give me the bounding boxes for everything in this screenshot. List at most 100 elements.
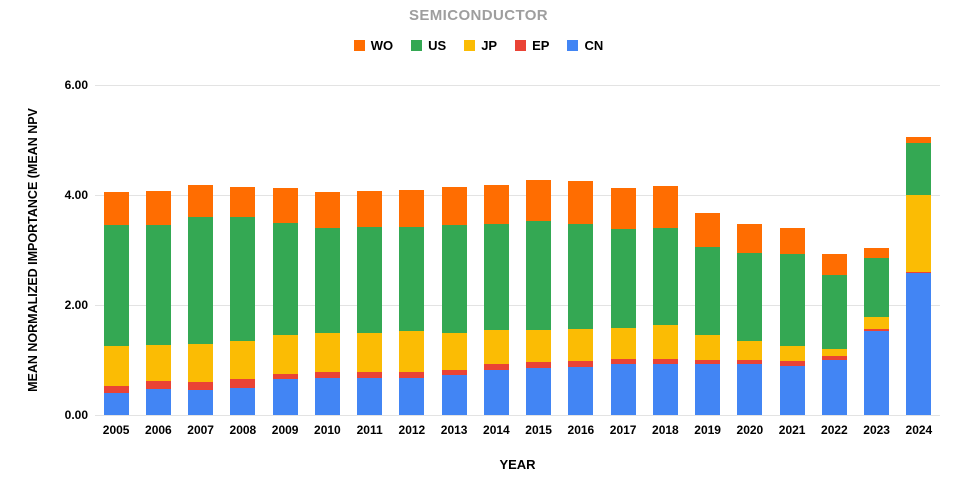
x-tick-2020: 2020 xyxy=(736,423,764,437)
legend-label-wo: WO xyxy=(370,38,394,53)
bar-segment-cn-2017 xyxy=(610,364,636,415)
bar-segment-cn-2014 xyxy=(483,369,509,415)
bar-group-2017 xyxy=(602,85,644,415)
x-tick-2015: 2015 xyxy=(525,423,552,437)
bar-segment-us-2018 xyxy=(652,228,678,325)
legend-item-wo: WO xyxy=(353,38,394,53)
bar-segment-ep-2006 xyxy=(145,380,171,389)
bar-segment-wo-2006 xyxy=(145,191,171,226)
bar-segment-cn-2019 xyxy=(695,364,721,415)
x-tick-2008: 2008 xyxy=(229,423,257,437)
legend-swatch-us-icon xyxy=(411,40,423,51)
bar-segment-cn-2012 xyxy=(399,377,425,415)
x-tick-2011: 2011 xyxy=(356,423,383,437)
bar-segment-jp-2020 xyxy=(737,340,763,361)
x-tick-2009: 2009 xyxy=(271,423,299,437)
bar-segment-cn-2022 xyxy=(821,360,847,415)
bar-group-2024 xyxy=(898,85,940,415)
bar-segment-ep-2021 xyxy=(779,361,805,366)
legend-item-ep: EP xyxy=(515,38,549,53)
x-tick-2006: 2006 xyxy=(145,423,172,437)
bar-segment-wo-2024 xyxy=(906,137,932,143)
x-tick-2007: 2007 xyxy=(187,423,214,437)
legend-item-cn: CN xyxy=(567,38,603,53)
bar-segment-us-2023 xyxy=(864,258,890,317)
bar-2024 xyxy=(906,137,932,415)
bar-segment-us-2019 xyxy=(695,247,721,336)
y-axis-ticks: 0.00 2.00 4.00 6.00 xyxy=(38,78,88,422)
gridline-0.00 xyxy=(95,415,940,416)
bar-segment-cn-2020 xyxy=(737,364,763,415)
bar-segment-us-2022 xyxy=(821,274,847,350)
legend-label-jp: JP xyxy=(481,38,498,53)
bar-segment-ep-2011 xyxy=(357,372,383,378)
bar-segment-us-2020 xyxy=(737,252,763,341)
bar-segment-us-2010 xyxy=(314,228,340,333)
chart-title: SEMICONDUCTOR xyxy=(408,7,549,24)
bar-segment-wo-2010 xyxy=(314,192,340,229)
bar-segment-ep-2016 xyxy=(568,361,594,367)
bar-2008 xyxy=(230,186,256,415)
bar-segment-wo-2016 xyxy=(568,181,594,224)
bar-segment-jp-2005 xyxy=(103,346,129,387)
bar-2009 xyxy=(272,188,298,415)
bar-2010 xyxy=(314,192,340,415)
bar-2014 xyxy=(483,185,509,415)
bar-segment-us-2009 xyxy=(272,222,298,336)
bar-segment-wo-2012 xyxy=(399,189,425,227)
bar-2022 xyxy=(821,254,847,415)
bar-segment-jp-2013 xyxy=(441,332,467,370)
x-tick-2017: 2017 xyxy=(609,423,637,437)
bar-group-2008 xyxy=(222,85,264,415)
y-tick-4.00: 4.00 xyxy=(64,188,88,202)
x-tick-2016: 2016 xyxy=(567,423,595,437)
bar-segment-cn-2015 xyxy=(526,368,552,415)
bar-segment-jp-2006 xyxy=(145,344,171,381)
bar-group-2023 xyxy=(856,85,898,415)
x-tick-2021: 2021 xyxy=(778,423,806,437)
x-axis-ticks: 2005 2006 2007 2008 2009 2010 2011 2012 2013 2014… xyxy=(95,423,940,437)
bar-segment-us-2021 xyxy=(779,254,805,346)
bar-segment-ep-2017 xyxy=(610,358,636,365)
bar-segment-cn-2011 xyxy=(357,377,383,415)
bar-2017 xyxy=(610,187,636,415)
bar-segment-wo-2007 xyxy=(188,185,214,217)
x-tick-2019: 2019 xyxy=(694,423,721,437)
bar-group-2014 xyxy=(475,85,517,415)
legend-swatch-cn-icon xyxy=(567,40,579,51)
y-tick-2.00: 2.00 xyxy=(64,298,88,312)
bar-segment-wo-2022 xyxy=(821,254,847,275)
bar-segment-ep-2009 xyxy=(272,373,298,380)
bar-group-2011 xyxy=(349,85,391,415)
legend-swatch-ep-icon xyxy=(515,40,527,51)
bar-segment-ep-2005 xyxy=(103,386,129,393)
chart-legend: WO US JP EP CN xyxy=(0,38,957,53)
bar-segment-ep-2024 xyxy=(906,272,932,274)
legend-swatch-wo-icon xyxy=(353,40,365,51)
bar-segment-us-2008 xyxy=(230,217,256,341)
bar-segment-cn-2021 xyxy=(779,365,805,415)
legend-label-ep: EP xyxy=(532,38,550,53)
legend-label-us: US xyxy=(428,38,447,53)
bar-segment-cn-2006 xyxy=(145,388,171,415)
x-tick-2005: 2005 xyxy=(102,423,130,437)
bar-segment-cn-2016 xyxy=(568,366,594,415)
bar-segment-jp-2018 xyxy=(652,324,678,359)
bar-segment-us-2014 xyxy=(483,223,509,331)
bar-group-2018 xyxy=(644,85,686,415)
bar-group-2020 xyxy=(729,85,771,415)
bar-segment-cn-2023 xyxy=(864,331,890,415)
bar-segment-ep-2012 xyxy=(399,372,425,378)
bar-2005 xyxy=(103,192,129,415)
y-tick-6.00: 6.00 xyxy=(64,78,88,92)
bar-segment-us-2013 xyxy=(441,225,467,333)
bar-2021 xyxy=(779,228,805,415)
bar-segment-jp-2019 xyxy=(695,335,721,361)
bar-2018 xyxy=(652,185,678,415)
x-tick-2014: 2014 xyxy=(483,423,510,437)
bar-group-2012 xyxy=(391,85,433,415)
bar-segment-cn-2024 xyxy=(906,273,932,415)
bar-segment-ep-2008 xyxy=(230,378,256,388)
bar-segment-jp-2023 xyxy=(864,316,890,329)
